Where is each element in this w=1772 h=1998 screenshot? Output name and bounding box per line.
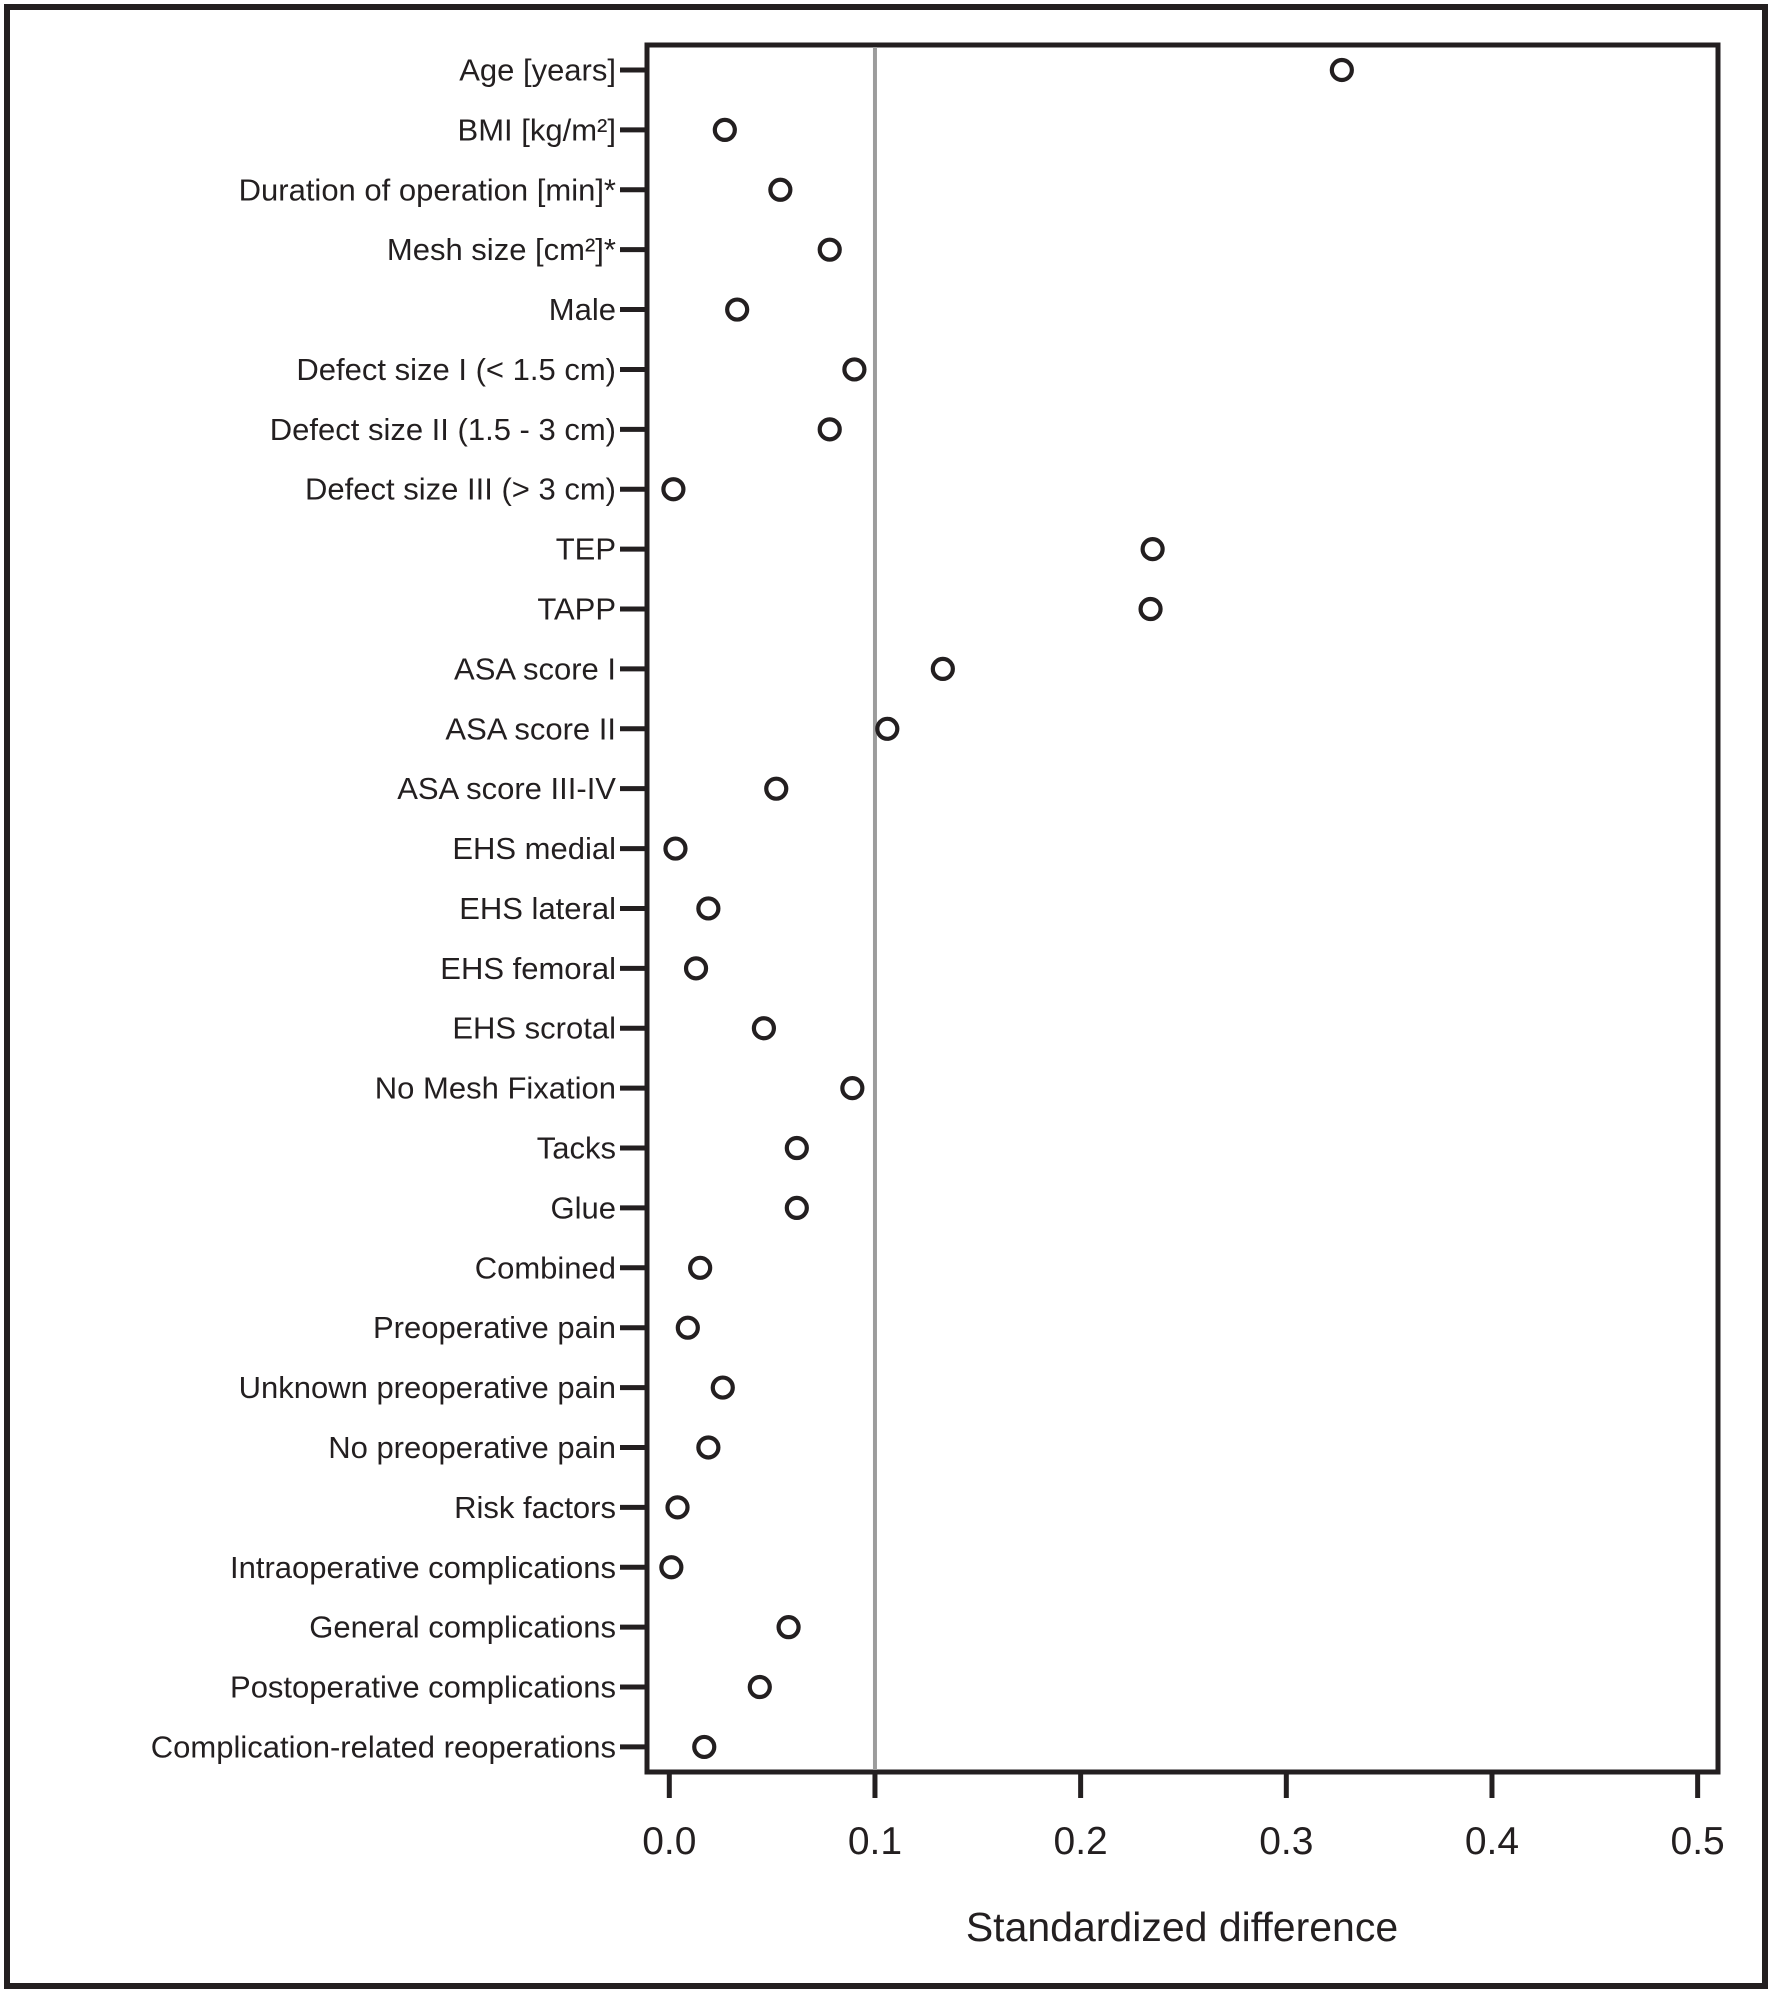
- category-label: Duration of operation [min]*: [239, 172, 616, 207]
- data-point: [683, 956, 709, 981]
- data-points: [659, 57, 1354, 1760]
- category-label: Tacks: [537, 1131, 616, 1166]
- x-tick-label: 0.3: [1259, 1820, 1313, 1863]
- data-point: [764, 776, 789, 801]
- category-label: EHS lateral: [459, 891, 616, 926]
- y-axis-ticks: [620, 67, 646, 1750]
- data-point: [817, 237, 842, 262]
- x-tick-label: 0.4: [1465, 1820, 1519, 1863]
- category-label: Postoperative complications: [230, 1670, 616, 1705]
- x-tick-label: 0.0: [642, 1820, 696, 1863]
- category-label: Unknown preoperative pain: [239, 1370, 616, 1405]
- category-label: ASA score II: [445, 711, 616, 746]
- data-point: [725, 297, 750, 322]
- data-point: [840, 1076, 865, 1101]
- category-label: Risk factors: [454, 1490, 616, 1525]
- data-point: [784, 1135, 809, 1161]
- data-point: [692, 1734, 717, 1760]
- y-axis-category-labels: Age [years] BMI [kg/m²] Duration of operat…: [151, 53, 617, 1765]
- data-point: [696, 1435, 721, 1460]
- category-label: Defect size I (< 1.5 cm): [296, 352, 616, 387]
- data-point: [776, 1615, 801, 1640]
- data-point: [710, 1375, 735, 1400]
- data-point: [1138, 596, 1163, 622]
- data-point: [661, 477, 686, 502]
- data-point: [665, 1495, 690, 1520]
- category-label: Age [years]: [459, 53, 616, 88]
- category-label: TEP: [556, 532, 616, 567]
- data-point: [696, 896, 721, 921]
- x-tick-label: 0.5: [1671, 1820, 1725, 1863]
- category-label: Glue: [551, 1190, 616, 1225]
- data-point: [784, 1195, 809, 1221]
- category-label: Defect size II (1.5 - 3 cm): [270, 412, 616, 447]
- category-label: EHS femoral: [440, 951, 616, 986]
- data-point: [712, 117, 737, 142]
- x-tick-label: 0.2: [1054, 1820, 1108, 1863]
- x-axis-tick-labels: 0.0 0.1 0.2 0.3 0.4 0.5: [642, 1820, 1725, 1863]
- category-label: Male: [549, 292, 616, 327]
- category-label: No Mesh Fixation: [375, 1071, 616, 1106]
- category-label: EHS scrotal: [452, 1011, 616, 1046]
- data-point: [659, 1555, 684, 1580]
- data-point: [688, 1255, 713, 1280]
- category-label: General complications: [309, 1610, 616, 1645]
- data-point: [751, 1016, 777, 1041]
- data-point: [930, 656, 955, 682]
- category-label: Defect size III (> 3 cm): [305, 472, 616, 507]
- category-label: EHS medial: [452, 831, 616, 866]
- x-tick-label: 0.1: [848, 1820, 902, 1863]
- data-point: [817, 417, 842, 442]
- figure-border: [4, 4, 1768, 1989]
- data-point: [1140, 537, 1165, 562]
- data-point: [747, 1674, 772, 1700]
- category-label: Mesh size [cm²]*: [387, 232, 616, 267]
- category-label: Complication-related reoperations: [151, 1729, 616, 1764]
- category-label: ASA score III-IV: [397, 771, 616, 806]
- x-axis-ticks: [666, 1772, 1701, 1798]
- data-point: [842, 357, 867, 382]
- category-label: Intraoperative complications: [230, 1550, 616, 1585]
- data-point: [675, 1315, 700, 1340]
- category-label: BMI [kg/m²]: [458, 112, 616, 147]
- category-label: TAPP: [537, 592, 616, 627]
- data-point: [875, 716, 900, 741]
- category-label: ASA score I: [454, 651, 616, 686]
- data-point: [663, 836, 688, 861]
- data-point: [1329, 57, 1354, 83]
- plot-panel-border: [644, 42, 1721, 1775]
- x-axis-title: Standardized difference: [966, 1904, 1398, 1950]
- category-label: No preoperative pain: [328, 1430, 616, 1465]
- category-label: Combined: [475, 1250, 616, 1285]
- data-point: [768, 177, 793, 202]
- category-label: Preoperative pain: [373, 1310, 616, 1345]
